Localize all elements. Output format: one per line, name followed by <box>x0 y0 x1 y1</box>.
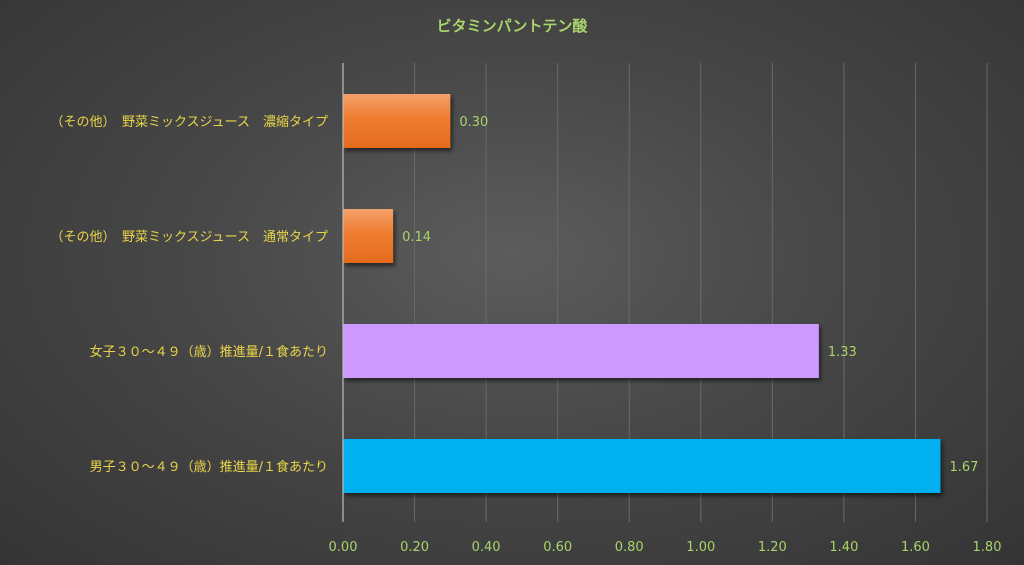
data-label: 1.67 <box>949 460 978 475</box>
data-label: 0.30 <box>459 115 488 130</box>
x-tick-label: 1.60 <box>901 540 930 555</box>
gridlines <box>414 63 988 522</box>
x-tick-label: 1.20 <box>758 540 787 555</box>
data-label: 0.14 <box>402 230 431 245</box>
bar <box>343 209 394 263</box>
x-tick-label: 0.60 <box>543 540 572 555</box>
category-label: 男子３０～４９（歳）推進量/１食あたり <box>90 459 328 475</box>
x-tick-label: 1.40 <box>829 540 858 555</box>
bars <box>343 94 941 493</box>
x-tick-label: 0.00 <box>329 540 358 555</box>
chart-title: ビタミンパントテン酸 <box>437 17 589 35</box>
data-label: 1.33 <box>828 345 857 360</box>
bar <box>343 94 451 148</box>
x-tick-label: 1.80 <box>973 540 1002 555</box>
bar <box>343 439 941 493</box>
bar <box>343 324 819 378</box>
category-label: （その他） 野菜ミックスジュース 濃縮タイプ <box>50 114 328 130</box>
labels: 0.00 0.20 0.40 0.60 0.80 1.00 1.20 1.40 1.60 1.80… <box>50 114 1001 555</box>
x-tick-label: 0.20 <box>400 540 429 555</box>
category-label: （その他） 野菜ミックスジュース 通常タイプ <box>50 230 328 245</box>
x-tick-label: 0.40 <box>472 540 501 555</box>
category-label: 女子３０～４９（歳）推進量/１食あたり <box>90 344 328 360</box>
x-tick-label: 0.80 <box>615 540 644 555</box>
x-tick-label: 1.00 <box>686 540 715 555</box>
